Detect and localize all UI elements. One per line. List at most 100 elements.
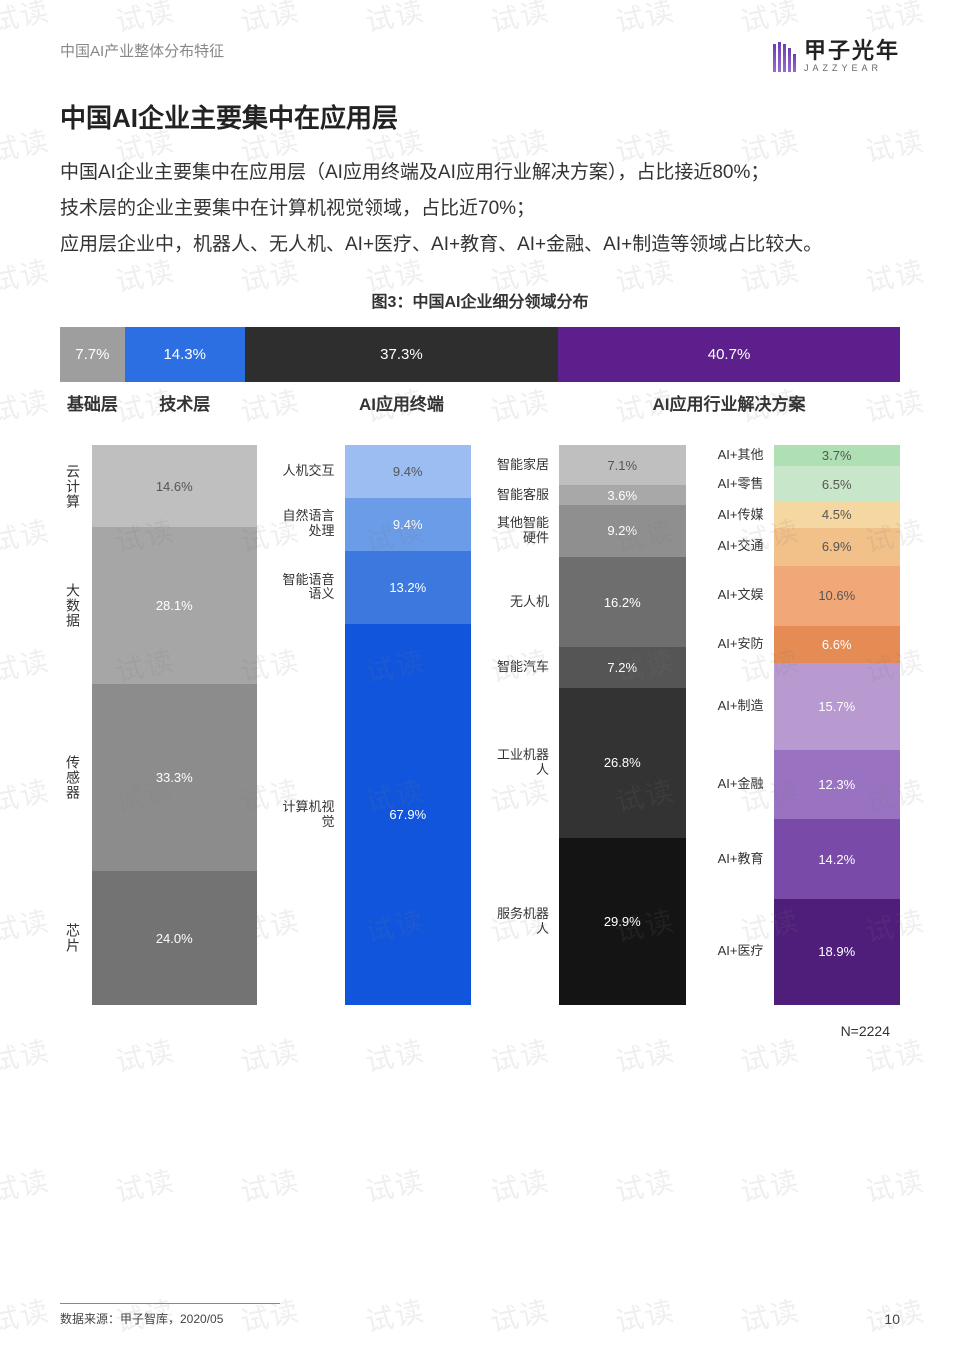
watermark: 试读 [0,509,54,561]
paragraph: 中国AI企业主要集中在应用层（AI应用终端及AI应用行业解决方案），占比接近80… [60,155,900,191]
top-bar-segment: 40.7% [558,327,900,382]
bar-segment: 3.7% [774,445,901,466]
watermark: 试读 [0,379,54,431]
bar-segment: 6.9% [774,528,901,567]
detail-column: 智能家居智能客服其他智能硬件无人机智能汽车工业机器人服务机器人7.1%3.6%9… [489,445,686,1005]
segment-label: 其他智能硬件 [489,505,553,557]
watermark: 试读 [0,769,54,821]
segment-label: 工业机器人 [489,688,553,838]
watermark: 试读 [736,0,803,41]
top-bar-segment: 14.3% [125,327,245,382]
detail-column: 人机交互自然语言处理智能语音语义计算机视觉9.4%9.4%13.2%67.9% [275,445,472,1005]
watermark: 试读 [486,0,553,41]
sample-size-note: N=2224 [60,1023,900,1039]
paragraph: 应用层企业中，机器人、无人机、AI+医疗、AI+教育、AI+金融、AI+制造等领… [60,227,900,263]
segment-label: AI+制造 [704,663,768,751]
stacked-bar: 3.7%6.5%4.5%6.9%10.6%6.6%15.7%12.3%14.2%… [774,445,901,1005]
segment-label: AI+交通 [704,528,768,567]
watermark: 试读 [236,1159,303,1211]
watermark: 试读 [611,1159,678,1211]
bar-segment: 6.5% [774,466,901,502]
watermark: 试读 [0,0,54,41]
detail-column: AI+其他AI+零售AI+传媒AI+交通AI+文娱AI+安防AI+制造AI+金融… [704,445,901,1005]
watermark: 试读 [861,0,928,41]
segment-label: 无人机 [489,557,553,648]
bar-segment: 67.9% [345,624,472,1004]
bar-segment: 9.4% [345,445,472,498]
segment-label: AI+其他 [704,445,768,466]
footer-divider [60,1303,280,1304]
segment-label: 自然语言处理 [275,498,339,551]
top-bar-segment: 7.7% [60,327,125,382]
data-source: 数据来源：甲子智库，2020/05 [60,1310,900,1327]
top-category-labels: 基础层技术层AI应用终端AI应用行业解决方案 [60,390,900,415]
bar-segment: 15.7% [774,663,901,751]
segment-label: AI+金融 [704,750,768,819]
watermark: 试读 [486,1159,553,1211]
body-text: 中国AI企业主要集中在应用层（AI应用终端及AI应用行业解决方案），占比接近80… [60,155,900,263]
watermark: 试读 [236,0,303,41]
logo-title: 甲子光年 [804,40,900,62]
page-number: 10 [884,1311,900,1327]
segment-label: 传感器 [60,684,86,870]
segment-label: AI+医疗 [704,899,768,1005]
top-bar-segment: 37.3% [245,327,558,382]
segment-label: AI+安防 [704,626,768,663]
logo-subtitle: JAZZYEAR [804,64,900,73]
top-stacked-bar: 7.7%14.3%37.3%40.7% [60,327,900,382]
segment-label: 人机交互 [275,445,339,498]
watermark: 试读 [0,639,54,691]
segment-label: AI+文娱 [704,566,768,625]
column-labels: 人机交互自然语言处理智能语音语义计算机视觉 [275,445,345,1005]
bar-segment: 16.2% [559,557,686,648]
top-category-label: 技术层 [125,390,245,415]
bar-segment: 10.6% [774,566,901,625]
stacked-bar: 7.1%3.6%9.2%16.2%7.2%26.8%29.9% [559,445,686,1005]
segment-label: 智能客服 [489,485,553,505]
bar-segment: 24.0% [92,871,257,1005]
segment-label: AI+零售 [704,466,768,502]
segment-label: 智能家居 [489,445,553,485]
chart-title: 图3：中国AI企业细分领域分布 [60,288,900,312]
segment-label: AI+教育 [704,819,768,899]
watermark: 试读 [736,1159,803,1211]
watermark: 试读 [111,0,178,41]
bar-segment: 33.3% [92,684,257,870]
bar-segment: 3.6% [559,485,686,505]
segment-label: 智能汽车 [489,647,553,687]
segment-label: 大数据 [60,527,86,684]
bar-segment: 9.2% [559,505,686,557]
watermark: 试读 [361,0,428,41]
top-category-label: AI应用终端 [245,390,558,415]
column-labels: AI+其他AI+零售AI+传媒AI+交通AI+文娱AI+安防AI+制造AI+金融… [704,445,774,1005]
watermark: 试读 [361,1159,428,1211]
bar-segment: 9.4% [345,498,472,551]
bar-segment: 13.2% [345,551,472,625]
watermark: 试读 [0,119,54,171]
top-category-label: AI应用行业解决方案 [558,390,900,415]
brand-logo: 甲子光年 JAZZYEAR [773,40,900,73]
bar-segment: 14.6% [92,445,257,527]
watermark: 试读 [861,1159,928,1211]
segment-label: 计算机视觉 [275,624,339,1004]
paragraph: 技术层的企业主要集中在计算机视觉领域，占比近70%； [60,191,900,227]
bar-segment: 7.2% [559,647,686,687]
segment-label: 智能语音语义 [275,551,339,625]
breadcrumb: 中国AI产业整体分布特征 [60,40,224,61]
detail-columns: 云计算大数据传感器芯片14.6%28.1%33.3%24.0% 人机交互自然语言处… [60,445,900,1005]
segment-label: AI+传媒 [704,502,768,527]
bar-segment: 4.5% [774,502,901,527]
column-labels: 智能家居智能客服其他智能硬件无人机智能汽车工业机器人服务机器人 [489,445,559,1005]
bar-segment: 26.8% [559,688,686,838]
detail-column: 云计算大数据传感器芯片14.6%28.1%33.3%24.0% [60,445,257,1005]
column-labels: 云计算大数据传感器芯片 [60,445,92,1005]
logo-bars-icon [773,42,796,72]
bar-segment: 12.3% [774,750,901,819]
bar-segment: 29.9% [559,838,686,1005]
stacked-bar: 9.4%9.4%13.2%67.9% [345,445,472,1005]
watermark: 试读 [111,1159,178,1211]
bar-segment: 28.1% [92,527,257,684]
bar-segment: 18.9% [774,899,901,1005]
segment-label: 芯片 [60,871,86,1005]
bar-segment: 7.1% [559,445,686,485]
